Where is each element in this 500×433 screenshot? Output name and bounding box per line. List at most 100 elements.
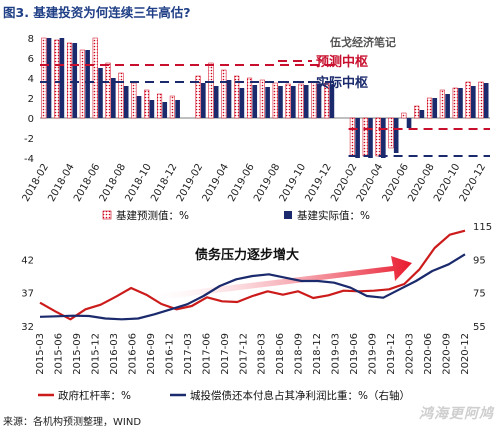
forecast-bar — [388, 117, 394, 149]
line-x-tick-label: 2020-12 — [460, 333, 471, 375]
bar-y-tick-label: 8 — [28, 34, 34, 45]
actual-bar — [252, 85, 258, 118]
forecast-bar — [208, 62, 214, 119]
actual-bar — [175, 100, 180, 118]
actual-bar — [381, 118, 386, 158]
line-x-tick-label: 2017-06 — [201, 333, 212, 375]
forecast-bar — [54, 39, 60, 119]
actual-bar — [136, 96, 142, 118]
actual-bar — [85, 50, 90, 118]
line-left-tick-label: 32 — [21, 322, 34, 333]
legend-forecast-swatch — [102, 210, 112, 220]
actual-bar — [111, 78, 116, 118]
forecast-bar — [401, 112, 407, 119]
debt-ratio-line — [39, 253, 466, 321]
actual-bar — [226, 80, 232, 118]
actual-bar — [239, 88, 245, 118]
legend-actual-label: 基建实际值：% — [297, 209, 370, 222]
bar-y-tick-label: 0 — [28, 114, 34, 125]
figure-title: 图3. 基建投资为何连续三年高估? — [3, 5, 191, 20]
actual-bar — [303, 85, 309, 118]
brand-label: 伍戈经济笔记 — [329, 35, 396, 49]
line-x-tick-label: 2016-12 — [164, 333, 175, 375]
line-left-tick-label: 37 — [21, 289, 34, 300]
actual-bar — [316, 84, 322, 118]
actual-bar — [393, 118, 399, 153]
line-x-tick-label: 2018-09 — [294, 333, 305, 375]
legend-forecast-label: 基建预测值：% — [116, 209, 189, 222]
line-x-tick-label: 2018-06 — [275, 333, 286, 375]
line-right-tick-label: 95 — [473, 255, 486, 266]
actual-bar — [213, 86, 219, 118]
actual-bar — [291, 86, 296, 118]
forecast-bar — [259, 79, 265, 119]
forecast-bar — [66, 42, 73, 119]
legend-actual-swatch — [284, 211, 292, 219]
bar-y-tick-label: 6 — [28, 54, 34, 65]
line-x-tick-label: 2020-03 — [405, 333, 416, 375]
actual-bar — [445, 94, 450, 118]
line-left-tick-label: 42 — [21, 255, 34, 266]
line-x-tick-label: 2019-12 — [386, 333, 397, 375]
line-x-tick-label: 2016-06 — [127, 333, 138, 375]
forecast-bar — [131, 82, 137, 119]
forecast-bar — [118, 72, 124, 119]
forecast-bar — [246, 77, 253, 119]
forecast-bar — [41, 37, 47, 119]
legend-debt-label: 城投偿债还本付息占其净利润比重：%（右轴） — [190, 389, 410, 402]
line-x-tick-label: 2017-09 — [220, 333, 231, 375]
line-x-tick-label: 2019-09 — [368, 333, 379, 375]
line-x-tick-label: 2020-09 — [442, 333, 453, 375]
line-x-tick-label: 2015-12 — [90, 333, 101, 375]
forecast-bar — [105, 62, 111, 119]
actual-bar — [471, 86, 476, 118]
forecast-bar — [195, 75, 201, 119]
actual-bar — [201, 83, 206, 118]
actual-bar — [278, 86, 283, 118]
line-right-tick-label: 115 — [473, 222, 492, 233]
actual-bar — [59, 38, 65, 118]
forecast-bar — [439, 89, 445, 119]
bar-y-tick-label: -2 — [24, 134, 34, 145]
line-x-tick-label: 2015-09 — [72, 333, 83, 375]
forecast-bar — [452, 87, 458, 119]
forecast-bar — [285, 83, 291, 119]
actual-bar — [432, 98, 438, 118]
forecast-bar — [465, 81, 471, 119]
actual-bar — [458, 88, 463, 118]
forecast-bar — [221, 69, 227, 119]
legend-leverage-label: 政府杠杆率：% — [58, 389, 131, 402]
actual-bar — [149, 100, 155, 118]
source-note: 来源：各机构预测整理，WIND — [3, 417, 142, 428]
actual-bar — [46, 38, 52, 118]
actual-bar — [406, 118, 412, 128]
watermark: 鸿海更阿鸠 — [419, 406, 494, 422]
line-right-tick-label: 75 — [473, 289, 486, 300]
forecast-bar — [79, 49, 85, 119]
line-x-tick-label: 2017-12 — [238, 333, 249, 375]
line-x-tick-label: 2020-06 — [423, 333, 434, 375]
actual-bar — [72, 43, 78, 118]
line-x-tick-label: 2019-03 — [331, 333, 342, 375]
forecast-bar — [478, 81, 484, 119]
bar-y-tick-label: 4 — [28, 74, 34, 85]
line-x-tick-label: 2015-06 — [53, 333, 64, 375]
actual-bar — [98, 68, 103, 118]
forecast-bar — [426, 97, 433, 119]
line-x-tick-label: 2016-03 — [109, 333, 120, 375]
central-forecast-label: 预测中枢 — [316, 54, 368, 70]
forecast-bar — [375, 117, 381, 157]
forecast-bar — [92, 37, 98, 119]
forecast-bar — [272, 82, 278, 119]
forecast-bar — [156, 93, 163, 119]
actual-bar — [123, 86, 129, 118]
line-right-tick-label: 55 — [473, 322, 486, 333]
debt-pressure-arrow — [140, 256, 412, 302]
actual-bar — [483, 83, 489, 118]
actual-bar — [419, 110, 425, 118]
central-actual-label: 实际中枢 — [316, 75, 368, 91]
line-x-tick-label: 2019-06 — [349, 333, 360, 375]
forecast-bar — [298, 83, 304, 119]
forecast-bar — [414, 105, 420, 119]
